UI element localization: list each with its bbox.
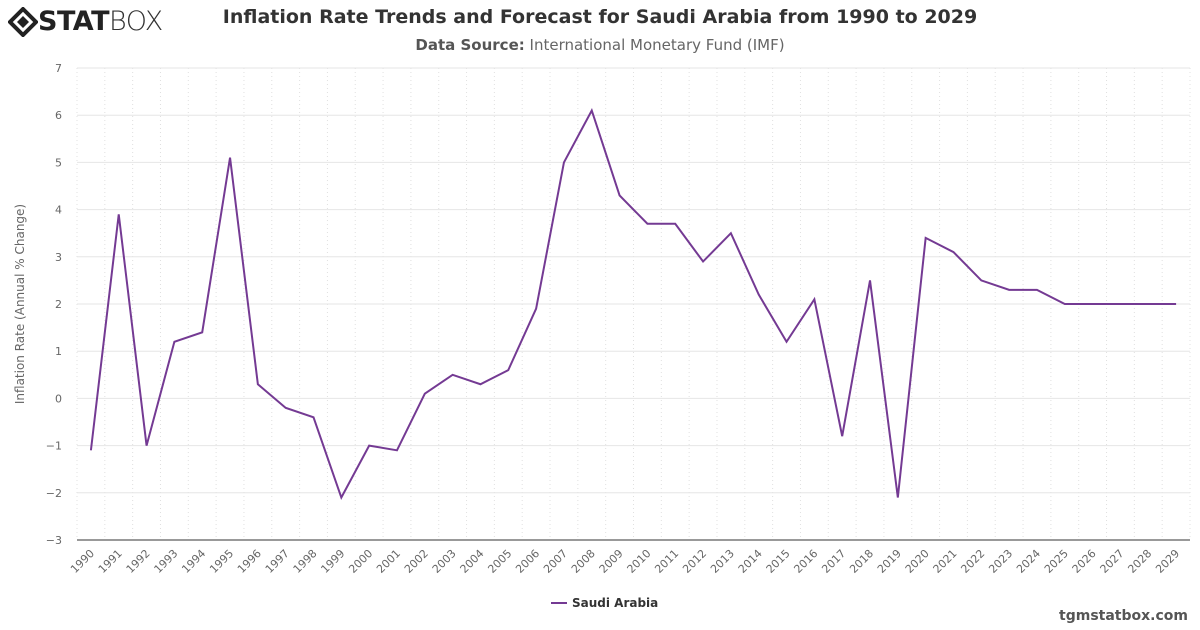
series-line-saudi-arabia	[89, 107, 1177, 501]
x-tick-label: 2000	[346, 547, 375, 576]
chart-subtitle: Data Source: International Monetary Fund…	[0, 36, 1200, 54]
subtitle-label: Data Source:	[415, 36, 525, 54]
x-tick-label: 2020	[903, 547, 932, 576]
x-tick-label: 2011	[652, 547, 681, 576]
x-tick-label: 1997	[263, 547, 292, 576]
diamond-logo-icon	[8, 6, 38, 37]
statbox-logo: STAT BOX	[8, 6, 163, 37]
x-tick-label: 2010	[625, 547, 654, 576]
x-tick-label: 2025	[1042, 547, 1071, 576]
x-tick-label: 2015	[764, 547, 793, 576]
x-tick-label: 1990	[68, 547, 97, 576]
x-tick-label: 2013	[708, 547, 737, 576]
x-tick-label: 2005	[485, 547, 514, 576]
subtitle-value: International Monetary Fund (IMF)	[529, 36, 785, 54]
x-tick-label: 2018	[847, 547, 876, 576]
x-tick-label: 2029	[1153, 547, 1182, 576]
x-tick-label: 1992	[124, 547, 153, 576]
x-tick-label: 2016	[791, 547, 820, 576]
x-tick-label: 2024	[1014, 547, 1043, 576]
x-tick-label: 2017	[819, 547, 848, 576]
y-tick-label: −3	[46, 534, 62, 547]
y-tick-label: 0	[55, 392, 62, 405]
x-tick-label: 2014	[736, 547, 765, 576]
chart-title: Inflation Rate Trends and Forecast for S…	[222, 6, 978, 28]
x-tick-label: 2009	[597, 547, 626, 576]
x-tick-label: 2027	[1098, 547, 1127, 576]
legend-label: Saudi Arabia	[572, 596, 658, 610]
x-tick-label: 2022	[958, 547, 987, 576]
y-tick-label: 2	[55, 298, 62, 311]
x-tick-label: 1994	[179, 547, 208, 576]
x-tick-label: 2008	[569, 547, 598, 576]
x-tick-label: 1991	[96, 547, 125, 576]
x-tick-label: 1999	[318, 547, 347, 576]
x-tick-label: 2002	[402, 547, 431, 576]
x-tick-label: 1996	[235, 547, 264, 576]
x-tick-label: 2006	[513, 547, 542, 576]
x-tick-label: 1995	[207, 547, 236, 576]
y-tick-label: 4	[55, 204, 62, 217]
x-tick-label: 2007	[541, 547, 570, 576]
y-tick-label: 1	[55, 345, 62, 358]
x-tick-label: 2023	[986, 547, 1015, 576]
y-tick-label: 6	[55, 109, 62, 122]
y-tick-label: −2	[46, 487, 62, 500]
y-tick-label: 3	[55, 251, 62, 264]
x-tick-label: 2004	[458, 547, 487, 576]
logo-light: BOX	[108, 6, 163, 37]
x-tick-label: 1993	[152, 547, 181, 576]
logo-bold: STAT	[38, 6, 109, 37]
x-tick-label: 2012	[680, 547, 709, 576]
y-axis-label: Inflation Rate (Annual % Change)	[13, 204, 27, 404]
x-tick-label: 2026	[1070, 547, 1099, 576]
x-tick-label: 2019	[875, 547, 904, 576]
x-tick-label: 2021	[931, 547, 960, 576]
site-credit: tgmstatbox.com	[1059, 608, 1188, 624]
y-tick-label: 7	[55, 62, 62, 75]
x-tick-label: 2003	[430, 547, 459, 576]
y-tick-label: 5	[55, 156, 62, 169]
x-tick-label: 2028	[1125, 547, 1154, 576]
x-tick-label: 2001	[374, 547, 403, 576]
x-tick-label: 1998	[291, 547, 320, 576]
y-tick-label: −1	[46, 440, 62, 453]
